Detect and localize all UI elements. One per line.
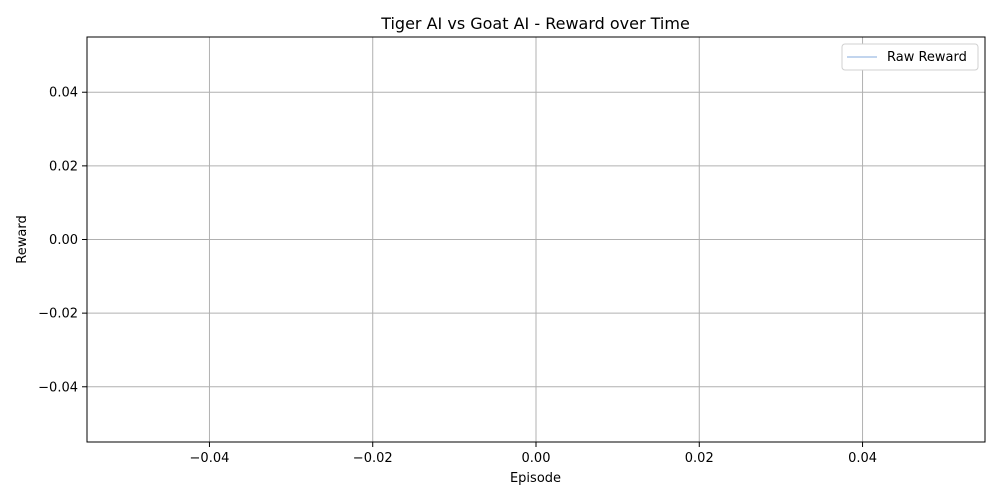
- y-tick-label: −0.04: [38, 380, 78, 395]
- gridlines: [87, 37, 985, 442]
- y-tick-label: 0.00: [49, 233, 78, 248]
- x-axis-ticks: −0.04 −0.02 0.00 0.02 0.04: [190, 442, 877, 466]
- x-tick-label: −0.04: [190, 451, 230, 466]
- legend: Raw Reward: [841, 43, 979, 71]
- legend-label-raw-reward: Raw Reward: [887, 50, 967, 65]
- x-tick-label: 0.00: [522, 451, 551, 466]
- y-tick-label: 0.04: [49, 86, 78, 101]
- y-axis-ticks: −0.04 −0.02 0.00 0.02 0.04: [38, 86, 87, 395]
- y-tick-label: −0.02: [38, 307, 78, 322]
- x-tick-label: 0.02: [685, 451, 714, 466]
- y-axis-label: Reward: [15, 215, 30, 263]
- x-axis-label: Episode: [510, 471, 561, 486]
- chart-title: Tiger AI vs Goat AI - Reward over Time: [380, 14, 690, 33]
- legend-box: [841, 43, 979, 71]
- x-tick-label: −0.02: [353, 451, 393, 466]
- y-tick-label: 0.02: [49, 159, 78, 174]
- x-tick-label: 0.04: [848, 451, 877, 466]
